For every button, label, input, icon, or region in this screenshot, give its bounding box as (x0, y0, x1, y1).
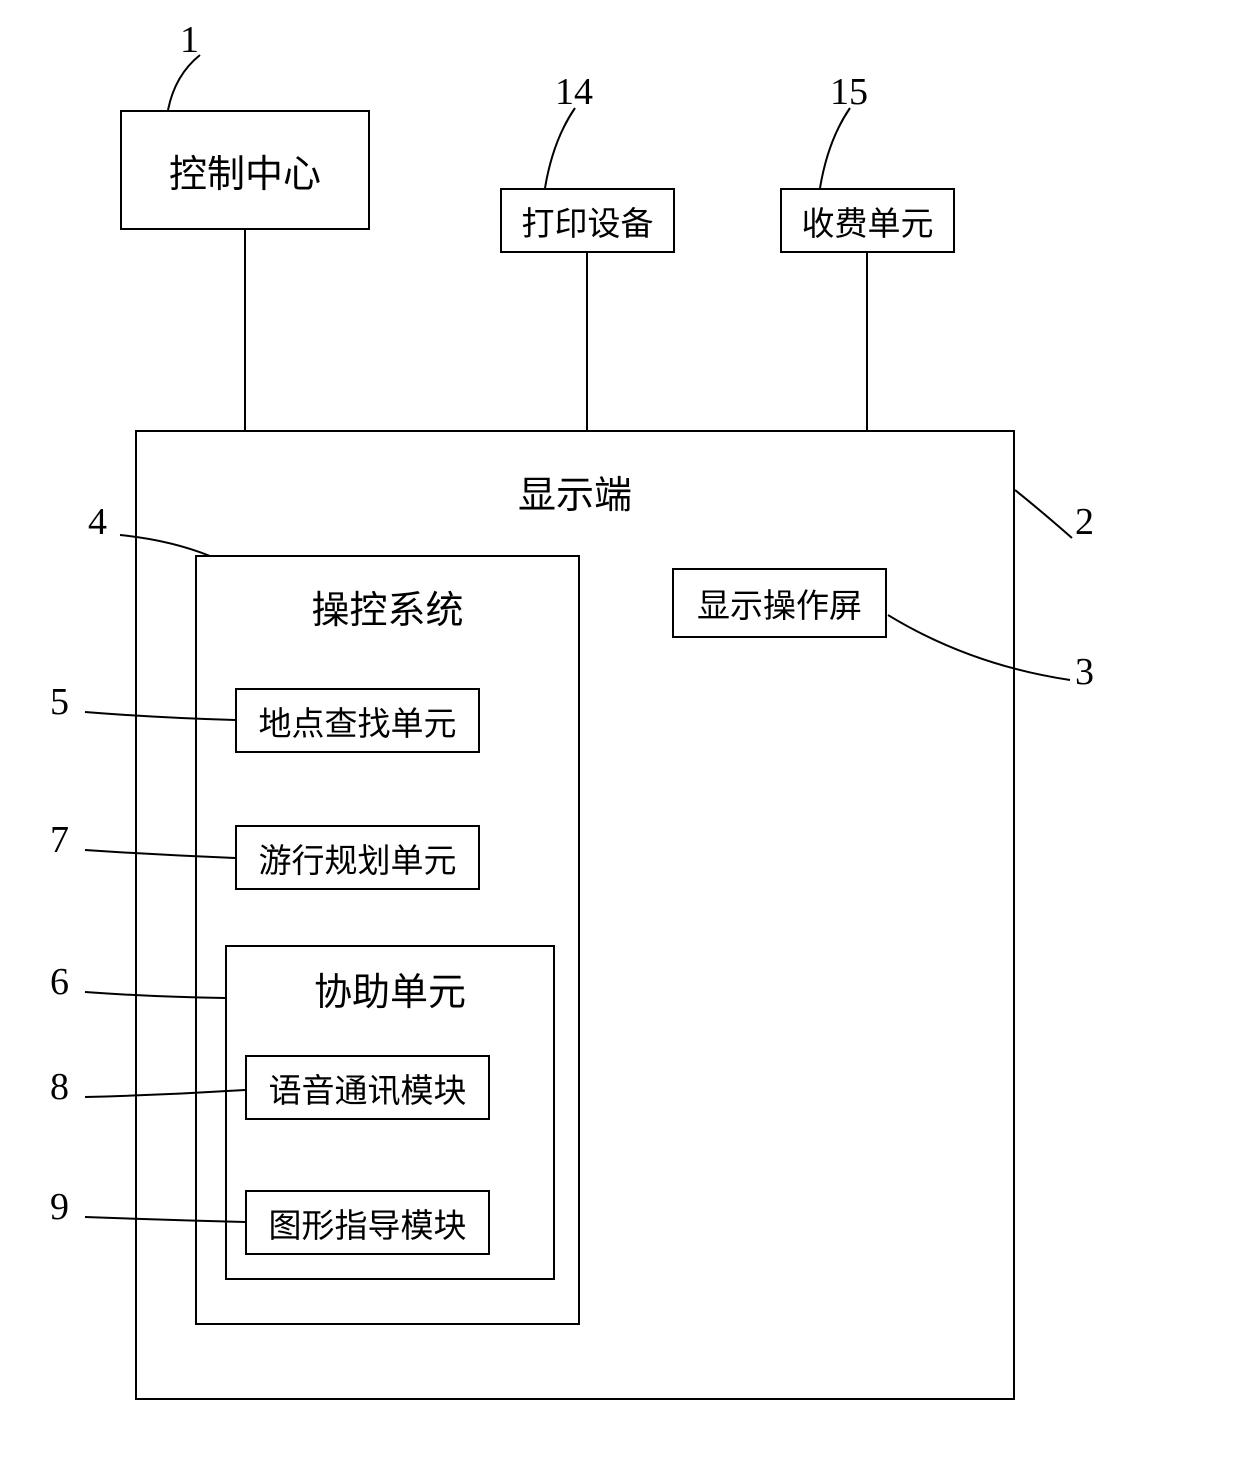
callout-7: 7 (50, 818, 69, 862)
callout-2: 2 (1075, 500, 1094, 544)
charge-unit-label: 收费单元 (802, 197, 934, 245)
callout-8: 8 (50, 1065, 69, 1109)
display-end-title: 显示端 (137, 464, 1013, 519)
route-planning-box: 游行规划单元 (235, 825, 480, 890)
callout-3: 3 (1075, 650, 1094, 694)
callout-curve-2 (1015, 490, 1072, 538)
callout-curve-15 (820, 108, 850, 188)
location-lookup-box: 地点查找单元 (235, 688, 480, 753)
control-system-title: 操控系统 (197, 579, 578, 634)
callout-15: 15 (830, 70, 868, 114)
callout-9: 9 (50, 1185, 69, 1229)
graphic-guide-label: 图形指导模块 (269, 1199, 467, 1247)
print-device-label: 打印设备 (522, 197, 654, 245)
charge-unit-box: 收费单元 (780, 188, 955, 253)
callout-curve-1 (168, 55, 200, 110)
display-screen-label: 显示操作屏 (697, 579, 862, 627)
callout-4: 4 (88, 500, 107, 544)
control-center-box: 控制中心 (120, 110, 370, 230)
callout-5: 5 (50, 680, 69, 724)
print-device-box: 打印设备 (500, 188, 675, 253)
location-lookup-label: 地点查找单元 (259, 697, 457, 745)
callout-1: 1 (180, 18, 199, 62)
callout-14: 14 (555, 70, 593, 114)
voice-comm-label: 语音通讯模块 (269, 1064, 467, 1112)
callout-6: 6 (50, 960, 69, 1004)
voice-comm-box: 语音通讯模块 (245, 1055, 490, 1120)
display-screen-box: 显示操作屏 (672, 568, 887, 638)
callout-curve-14 (545, 108, 575, 188)
assist-unit-title: 协助单元 (227, 961, 553, 1016)
graphic-guide-box: 图形指导模块 (245, 1190, 490, 1255)
block-diagram: 控制中心 打印设备 收费单元 显示端 显示操作屏 操控系统 地点查找单元 游行规… (0, 0, 1240, 1461)
route-planning-label: 游行规划单元 (259, 834, 457, 882)
control-center-label: 控制中心 (169, 143, 321, 198)
